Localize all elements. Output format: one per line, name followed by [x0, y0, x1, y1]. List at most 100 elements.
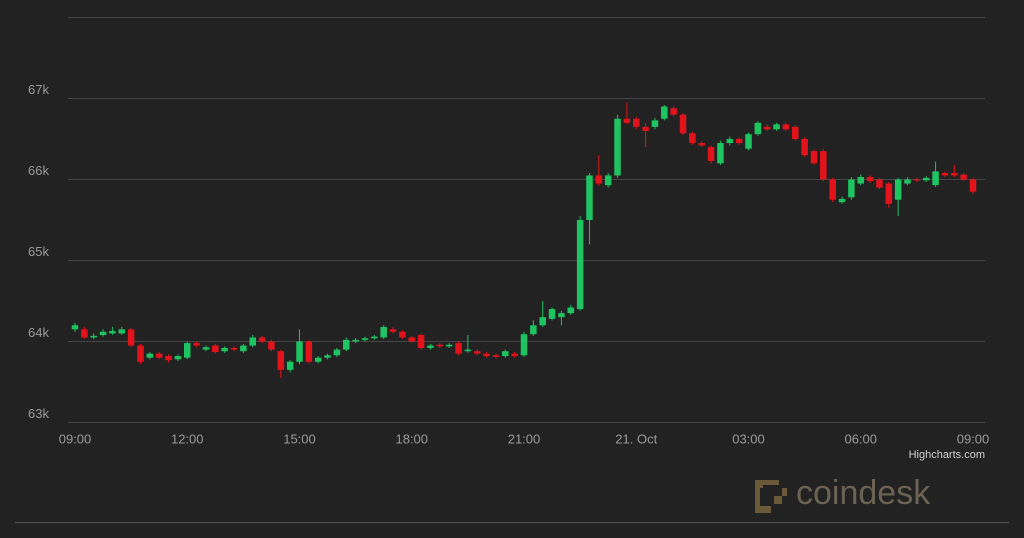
candle-body — [661, 106, 668, 119]
candle-body — [240, 345, 247, 352]
candle-body — [595, 175, 603, 184]
candle-body — [408, 337, 415, 342]
candle-body — [502, 351, 509, 357]
x-tick-label: 09:00 — [59, 431, 92, 446]
y-tick-label: 66k — [28, 163, 49, 178]
x-tick-label: 09:00 — [957, 431, 990, 446]
candle-body — [763, 126, 771, 130]
candle-body — [866, 177, 874, 182]
candle-body — [511, 353, 518, 357]
candle-body — [343, 339, 350, 350]
candle-body — [352, 339, 359, 342]
candle-body — [857, 177, 864, 184]
candle-body — [445, 344, 453, 347]
candle-body — [679, 114, 687, 134]
candle-body — [99, 331, 107, 336]
y-tick-label: 63k — [28, 406, 49, 421]
candle-body — [604, 175, 612, 186]
candle-body — [473, 351, 481, 354]
candle-body — [314, 357, 322, 362]
candle-body — [586, 175, 593, 220]
x-tick-label: 21:00 — [508, 431, 541, 446]
y-tick-label: 67k — [28, 82, 49, 97]
x-tick-label: 12:00 — [171, 431, 204, 446]
candle-body — [174, 356, 182, 360]
candle-body — [249, 337, 256, 346]
candle-body — [436, 344, 444, 347]
candle-body — [492, 355, 500, 357]
candle-body — [820, 151, 827, 180]
candle-body — [735, 139, 743, 144]
logo-icon — [755, 480, 787, 513]
candle-body — [212, 345, 219, 353]
candle-body — [399, 331, 406, 338]
x-tick-label: 06:00 — [844, 431, 877, 446]
x-tick-label: 21. Oct — [615, 431, 657, 446]
candle-body — [633, 118, 640, 127]
candle-body — [782, 124, 790, 130]
watermark: coindesk — [796, 474, 931, 512]
y-tick-label: 64k — [28, 325, 49, 340]
y-tick-label: 65k — [28, 244, 49, 259]
candle-body — [614, 118, 621, 176]
candle-body — [71, 325, 79, 330]
candle-body — [951, 173, 958, 176]
candle-body — [941, 173, 949, 176]
candle-body — [155, 353, 163, 358]
candle-body — [913, 179, 921, 181]
candle-body — [922, 177, 930, 181]
candle-body — [670, 108, 677, 115]
candle-body — [483, 353, 490, 357]
candle-body — [193, 343, 200, 346]
candle-body — [286, 361, 294, 370]
candle-body — [745, 134, 752, 149]
candle-body — [380, 326, 387, 338]
candle-body — [464, 349, 472, 352]
candle-body — [137, 345, 144, 362]
candle-body — [960, 174, 967, 180]
candle-body — [773, 124, 780, 130]
candle-body — [127, 329, 135, 346]
candle-body — [539, 317, 546, 326]
x-tick-label: 15:00 — [283, 431, 316, 446]
candle-body — [726, 139, 734, 144]
x-tick-label: 03:00 — [732, 431, 765, 446]
candle-body — [333, 349, 341, 356]
candle-body — [623, 118, 631, 123]
candle-body — [801, 139, 808, 156]
candle-body — [876, 179, 883, 188]
candle-body — [689, 133, 696, 144]
candle-body — [146, 353, 154, 358]
candle-body — [642, 126, 649, 131]
candle-body — [90, 335, 97, 338]
candle-body — [277, 351, 285, 370]
x-tick-label: 18:00 — [395, 431, 428, 446]
logo: coindesk — [755, 474, 931, 513]
candle-body — [885, 183, 893, 204]
candle-body — [361, 338, 369, 340]
candle-body — [932, 171, 939, 186]
candle-body — [81, 329, 88, 338]
candle-body — [520, 334, 528, 356]
candle-body — [530, 325, 537, 335]
candle-body — [118, 329, 126, 334]
candle-body — [202, 347, 210, 350]
candle-body — [427, 345, 434, 348]
candle-body — [969, 179, 977, 192]
candle-body — [417, 335, 425, 348]
candle-body — [576, 220, 584, 310]
candle-body — [717, 143, 724, 164]
candle-body — [838, 198, 846, 203]
candle-body — [558, 313, 565, 318]
candle-body — [268, 341, 275, 350]
candle-body — [109, 330, 116, 334]
candle-body — [829, 179, 836, 200]
candle-body — [651, 120, 659, 127]
candle-body — [165, 356, 172, 361]
candle-body — [371, 336, 378, 339]
candle-body — [455, 343, 462, 354]
candle-body — [754, 122, 762, 135]
candle-body — [848, 179, 855, 198]
